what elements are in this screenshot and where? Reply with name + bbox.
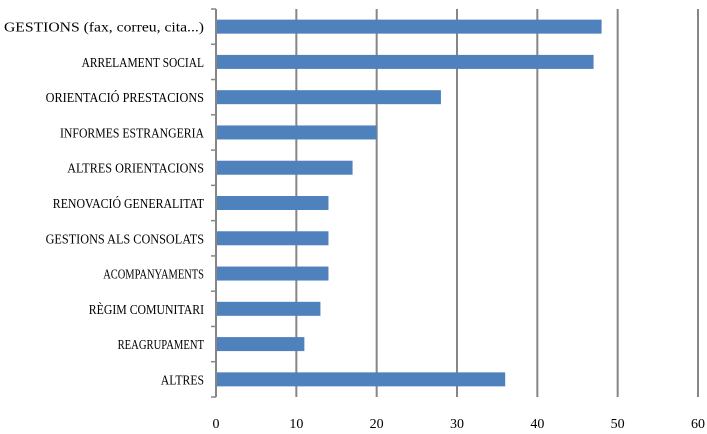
x-tick-label: 60 xyxy=(691,417,705,432)
category-label: INFORMES ESTRANGERIA xyxy=(60,126,205,141)
category-label: RÈGIM COMUNITARI xyxy=(89,301,204,318)
bar xyxy=(217,125,377,140)
bar xyxy=(217,196,329,210)
category-label: ORIENTACIÓ PRESTACIONS xyxy=(46,89,204,106)
bar xyxy=(217,231,329,246)
bar xyxy=(217,54,594,69)
bar xyxy=(217,90,441,105)
grid-lines xyxy=(211,8,699,398)
bars xyxy=(217,19,602,387)
x-tick-label: 20 xyxy=(370,417,384,432)
category-label: RENOVACIÓ GENERALITAT xyxy=(53,195,205,212)
category-label: ARRELAMENT SOCIAL xyxy=(82,56,204,71)
category-label: GESTIONS (fax, correu, cita...) xyxy=(4,21,204,36)
bar xyxy=(217,160,353,175)
x-tick-label: 10 xyxy=(289,417,303,432)
category-label: ALTRES xyxy=(161,373,204,388)
x-tick-label: 30 xyxy=(450,417,464,432)
category-label: REAGRUPAMENT xyxy=(118,338,205,353)
bar xyxy=(217,266,329,281)
category-label: ACOMPANYAMENTS xyxy=(103,268,204,283)
x-tick-label: 50 xyxy=(611,417,625,432)
category-label: ALTRES ORIENTACIONS xyxy=(67,162,204,177)
x-tick-labels: 0 10 20 30 40 50 60 xyxy=(213,417,706,432)
category-labels: GESTIONS (fax, correu, cita...) ARRELAMEN… xyxy=(4,21,205,389)
bar xyxy=(217,372,506,387)
bar xyxy=(217,301,321,316)
bar xyxy=(217,337,305,352)
bar xyxy=(217,19,602,34)
category-label: GESTIONS ALS CONSOLATS xyxy=(46,232,204,247)
x-tick-label: 0 xyxy=(213,417,220,432)
x-tick-label: 40 xyxy=(530,417,544,432)
